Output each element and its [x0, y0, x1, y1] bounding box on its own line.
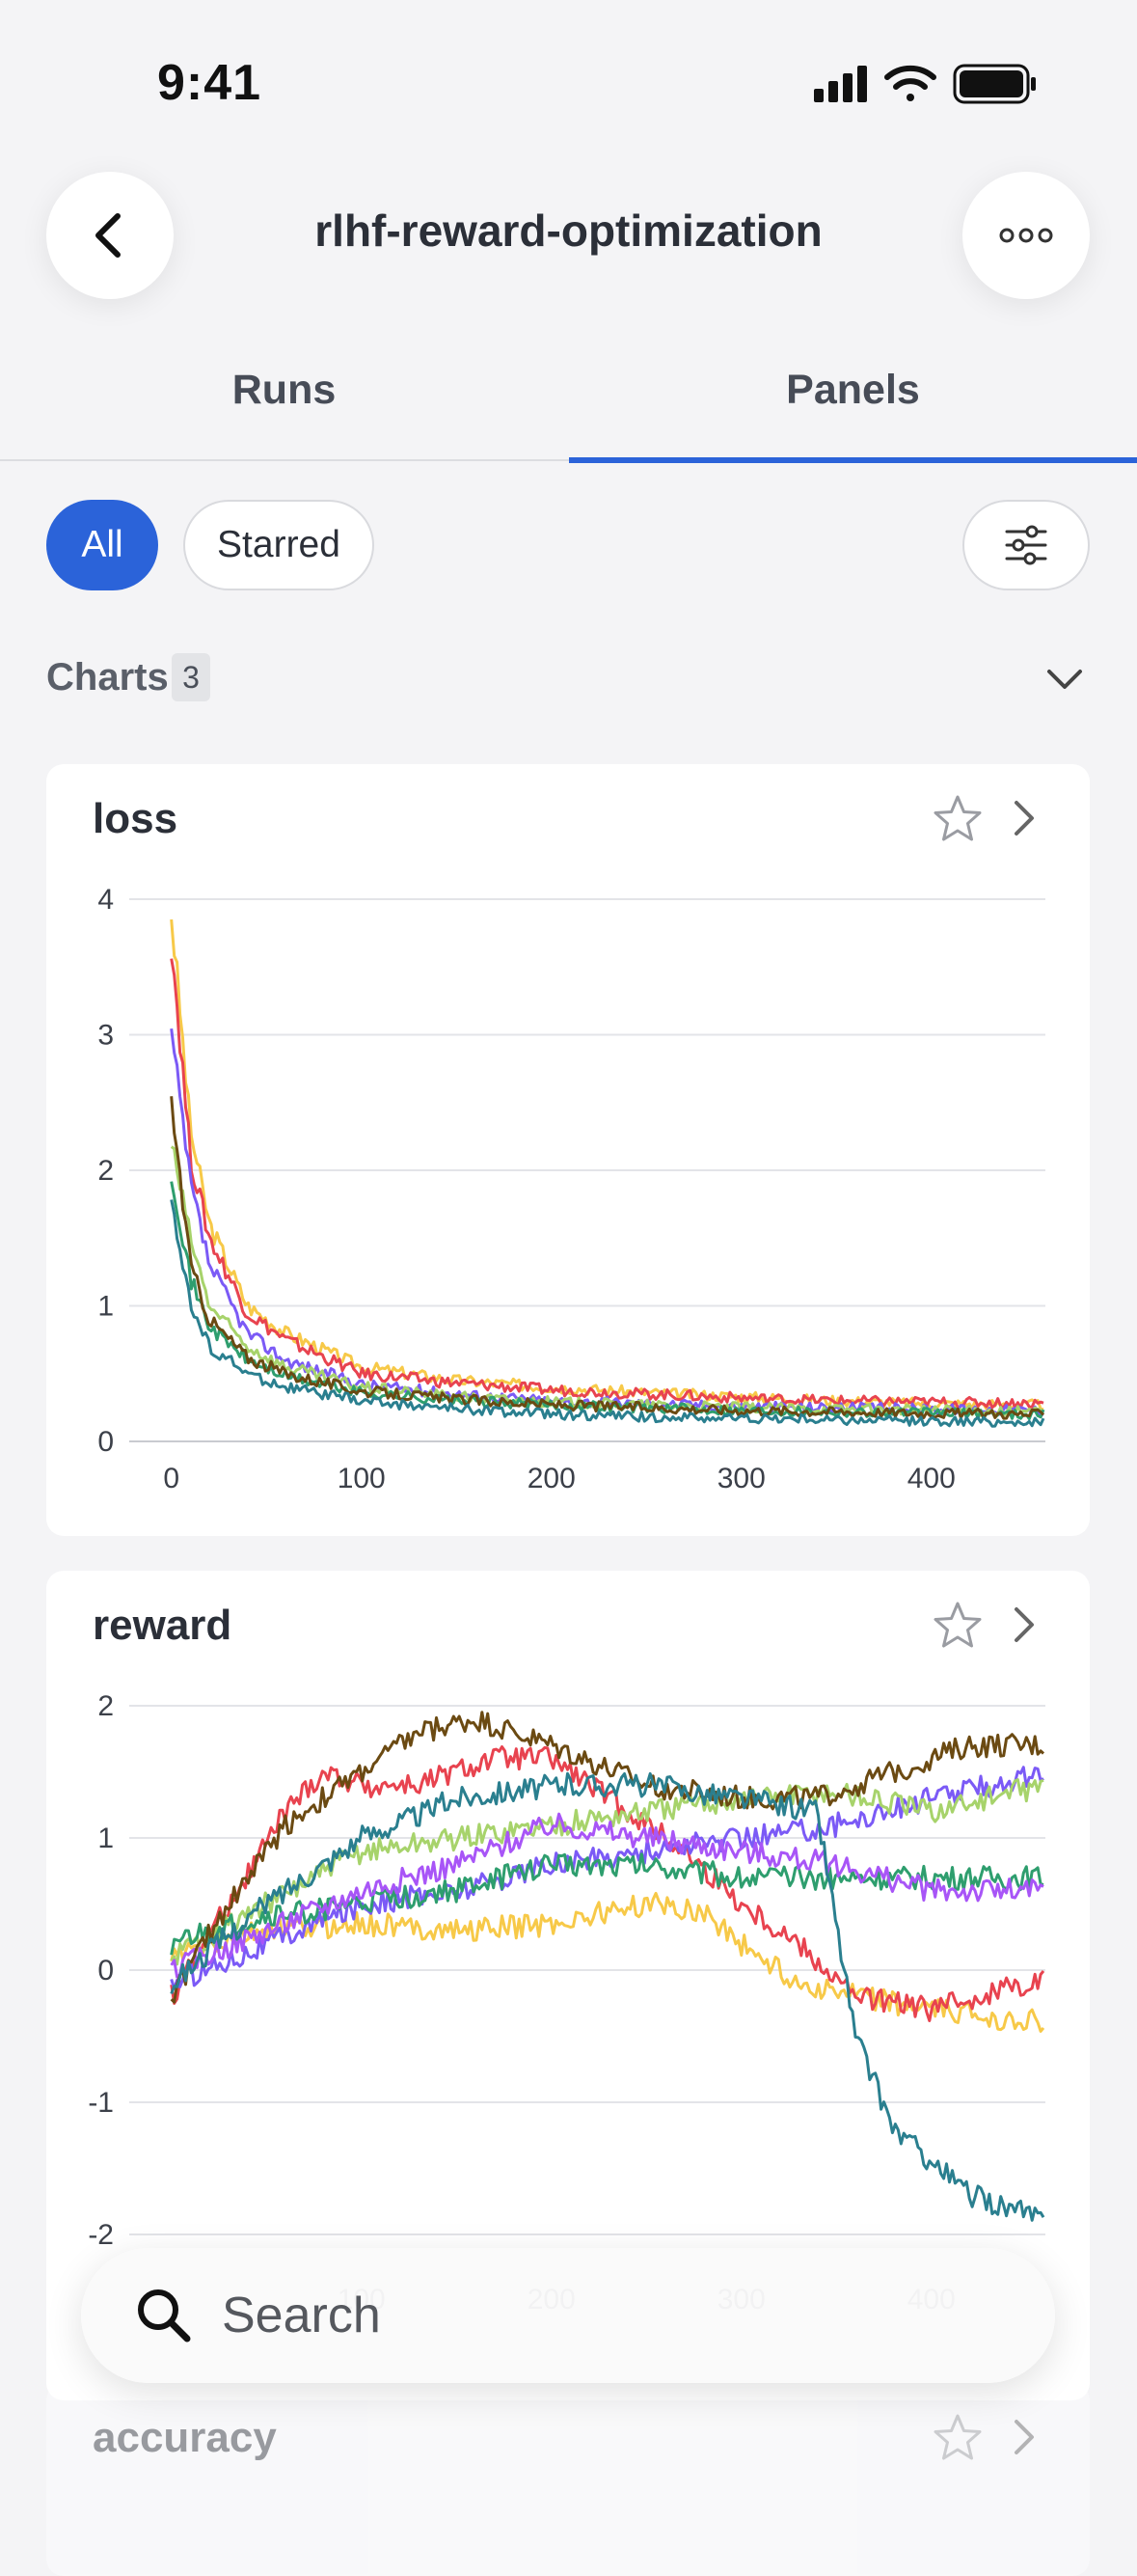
loss-chart: 0 1 2 3 4 0 100 200 300 400	[97, 884, 1045, 1494]
y-tick-label: 2	[97, 1155, 114, 1187]
chart-card-accuracy[interactable]: accuracy	[46, 2383, 1090, 2576]
x-tick-label: 300	[717, 1463, 766, 1494]
series-line	[170, 1181, 1045, 1421]
filter-settings-button[interactable]	[962, 500, 1090, 590]
series-line	[170, 1145, 1044, 1417]
sliders-icon	[1005, 525, 1047, 565]
chart-title: reward	[93, 1602, 232, 1649]
search-icon	[138, 2289, 191, 2343]
series-line	[170, 1771, 1045, 2222]
y-tick-label: 1	[97, 1822, 114, 1854]
tab-panels[interactable]: Panels	[786, 367, 920, 413]
series-line	[170, 1711, 1045, 2004]
x-tick-label: 400	[907, 1463, 956, 1494]
series-line	[170, 1199, 1045, 1428]
status-time: 9:41	[157, 55, 262, 111]
y-tick-label: 2	[97, 1690, 114, 1722]
y-tick-label: 3	[97, 1020, 114, 1052]
chevron-right-icon[interactable]	[1003, 797, 1045, 839]
series-line	[170, 1028, 1044, 1417]
filter-chip-starred[interactable]: Starred	[183, 500, 374, 590]
chart-title: loss	[93, 795, 178, 842]
y-tick-label: -1	[88, 2087, 114, 2119]
cellular-signal-icon	[814, 66, 867, 102]
star-icon[interactable]	[932, 1600, 984, 1652]
series-line	[170, 1096, 1045, 1420]
tab-selected-indicator	[569, 457, 1137, 463]
series-line	[170, 1852, 1044, 1956]
chevron-right-icon[interactable]	[1003, 2416, 1045, 2458]
y-tick-label: 1	[97, 1291, 114, 1323]
series-line	[170, 1766, 1044, 1990]
search-input[interactable]: Search	[222, 2288, 381, 2343]
series-line	[170, 1812, 1044, 1979]
series-line	[170, 918, 1044, 1411]
section-title: Charts	[46, 656, 169, 699]
more-button[interactable]	[962, 172, 1090, 299]
y-tick-label: -2	[88, 2219, 114, 2251]
filter-chip-all[interactable]: All	[46, 500, 158, 590]
section-count-badge: 3	[172, 653, 210, 701]
x-tick-label: 0	[163, 1463, 179, 1494]
tab-runs[interactable]: Runs	[231, 367, 337, 413]
battery-icon	[953, 64, 1036, 104]
wifi-icon	[884, 65, 936, 101]
y-tick-label: 0	[97, 1426, 114, 1458]
chevron-right-icon[interactable]	[1003, 1603, 1045, 1646]
search-bar[interactable]: Search	[81, 2248, 1055, 2383]
status-icons	[814, 64, 1036, 104]
chart-title: accuracy	[93, 2414, 277, 2461]
chevron-left-icon	[95, 213, 121, 258]
x-tick-label: 100	[338, 1463, 386, 1494]
ellipsis-icon	[999, 228, 1053, 243]
y-tick-label: 0	[97, 1955, 114, 1987]
y-tick-label: 4	[97, 884, 114, 916]
series-line	[170, 1745, 1045, 2022]
tabs-divider	[0, 459, 1137, 461]
page-title: rlhf-reward-optimization	[314, 206, 823, 256]
chevron-down-icon[interactable]	[1042, 656, 1088, 702]
star-icon[interactable]	[932, 2412, 984, 2464]
back-button[interactable]	[46, 172, 174, 299]
x-tick-label: 200	[528, 1463, 576, 1494]
chart-card-loss[interactable]: loss 0 1 2 3 4 0 100 200 300 400	[46, 764, 1090, 1536]
star-icon[interactable]	[932, 793, 984, 845]
